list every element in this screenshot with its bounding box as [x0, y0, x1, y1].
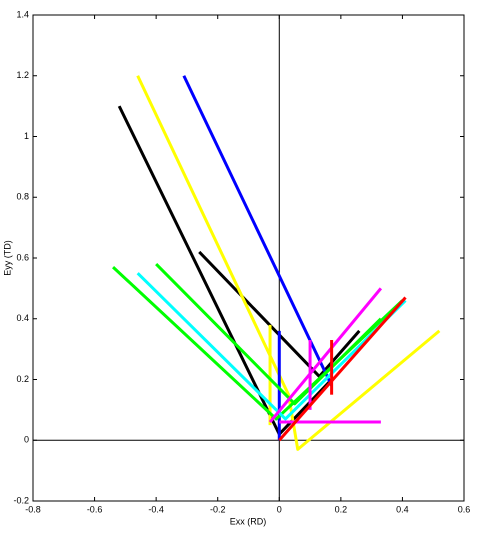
y-tick-label: 0.4: [16, 313, 29, 323]
x-tick-label: -0.6: [87, 504, 103, 514]
y-tick-label: 0.2: [16, 374, 29, 384]
x-tick-label: -0.4: [148, 504, 164, 514]
x-axis-label: Exx (RD): [230, 516, 267, 526]
series-line: [182, 75, 333, 387]
y-tick-label: 0.6: [16, 252, 29, 262]
y-tick-label: 1.2: [16, 70, 29, 80]
series-line: [155, 263, 382, 406]
y-tick-label: 0: [24, 435, 29, 445]
y-tick-label: 0.8: [16, 192, 29, 202]
series-line: [136, 272, 407, 421]
x-tick-label: 0.4: [396, 504, 409, 514]
series-line: [278, 296, 407, 442]
series-line: [268, 287, 383, 423]
x-tick-label: 0.2: [335, 504, 348, 514]
x-tick-label: -0.8: [25, 504, 41, 514]
x-tick-label: 0.6: [458, 504, 471, 514]
y-axis-label: Eyy (TD): [2, 240, 12, 276]
x-tick-label: -0.2: [210, 504, 226, 514]
y-tick-label: -0.2: [13, 495, 29, 505]
y-tick-label: 1: [24, 131, 29, 141]
x-tick-label: 0: [277, 504, 282, 514]
plot-area: [32, 14, 465, 502]
y-tick-label: 1.4: [16, 9, 29, 19]
